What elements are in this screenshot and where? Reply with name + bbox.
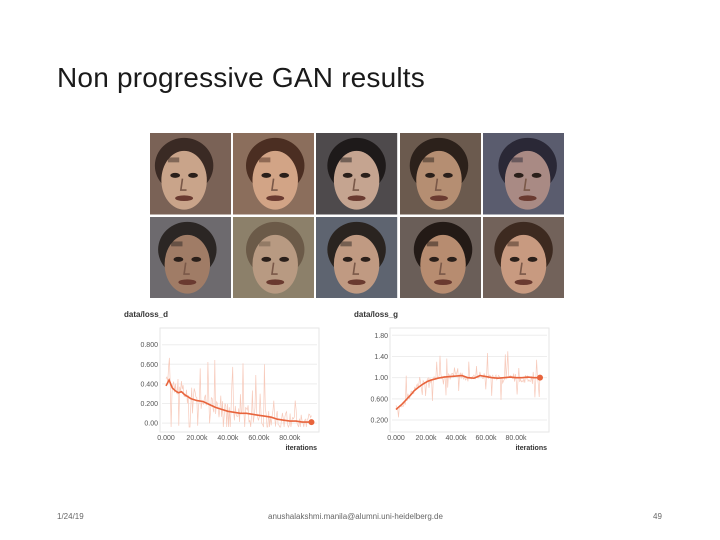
raw-loss-line: [395, 351, 541, 418]
face-image: [399, 216, 481, 298]
x-tick-label: 60.00k: [248, 435, 270, 442]
loss-d-chart: 0.800 0.600 0.400 0.200 0.00 0.000 20.00k 40.00…: [140, 327, 320, 452]
face-image: [316, 133, 398, 215]
y-tick-label: 1.40: [374, 354, 388, 361]
x-axis-label: iterations: [285, 445, 317, 452]
face-image: [316, 216, 398, 298]
smoothed-loss-line: [165, 378, 312, 423]
footer-page-number: 49: [653, 512, 662, 521]
slide-title: Non progressive GAN results: [57, 62, 425, 93]
loss-g-chart: 1.80 1.40 1.00 0.600 0.200 0.000 20.00k 40.00k 6…: [370, 327, 550, 452]
y-tick-label: 0.200: [140, 401, 158, 408]
x-tick-label: 0.000: [157, 435, 175, 442]
face-image: [233, 216, 315, 298]
loss-g-chart-title: data/loss_g: [354, 310, 399, 319]
face-image: [399, 133, 481, 215]
x-tick-label: 80.00k: [505, 435, 527, 442]
y-tick-label: 0.800: [140, 342, 158, 349]
face-image: [150, 133, 232, 215]
y-tick-label: 0.00: [144, 421, 158, 428]
footer-date: 1/24/19: [57, 512, 84, 521]
y-tick-label: 1.00: [374, 375, 388, 382]
end-point-marker: [537, 374, 543, 381]
x-tick-label: 40.00k: [217, 435, 239, 442]
y-tick-label: 0.600: [370, 396, 388, 403]
face-image: [482, 133, 564, 215]
loss-d-chart-title: data/loss_d: [124, 310, 169, 319]
x-tick-label: 20.00k: [186, 435, 208, 442]
plot-area: [389, 327, 550, 433]
y-tick-label: 0.600: [140, 362, 158, 369]
x-tick-label: 20.00k: [415, 435, 437, 442]
x-tick-label: 0.000: [387, 435, 405, 442]
smoothed-loss-line: [395, 374, 540, 411]
face-image: [150, 216, 232, 298]
x-tick-label: 60.00k: [475, 435, 497, 442]
footer-author: anushalakshmi.manila@alumni.uni-heidelbe…: [268, 512, 443, 521]
face-image: [233, 133, 315, 215]
end-point-marker: [308, 419, 315, 426]
x-axis-label: iterations: [515, 445, 547, 452]
x-tick-label: 80.00k: [279, 435, 301, 442]
y-tick-label: 1.80: [374, 333, 388, 340]
generated-faces-grid: [150, 133, 564, 298]
y-tick-label: 0.400: [140, 381, 158, 388]
y-tick-label: 0.200: [370, 418, 388, 425]
x-tick-label: 40.00k: [445, 435, 467, 442]
face-image: [482, 216, 564, 298]
